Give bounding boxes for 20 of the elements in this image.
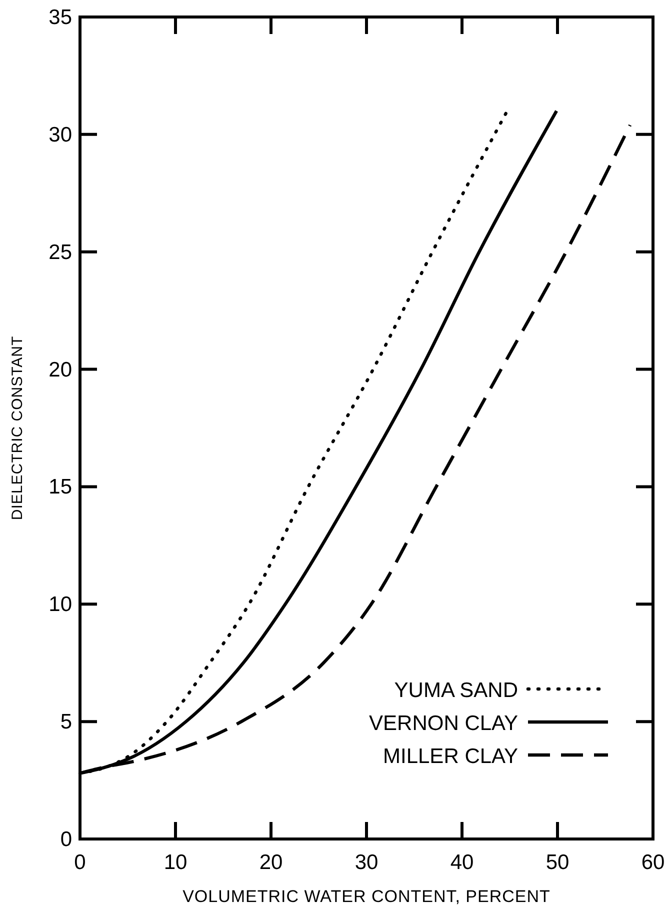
x-tick-label: 40	[450, 851, 474, 874]
x-tick-label: 30	[354, 851, 378, 874]
y-tick-label: 10	[48, 593, 72, 616]
x-tick-label: 50	[546, 851, 570, 874]
y-tick-label: 5	[60, 710, 72, 734]
x-tick-label: 20	[259, 851, 283, 874]
y-tick-label: 20	[48, 358, 72, 382]
y-tick-label: 35	[48, 6, 72, 29]
legend-label: MILLER CLAY	[383, 745, 518, 768]
x-tick-label: 10	[164, 851, 188, 874]
y-tick-label: 25	[48, 240, 72, 264]
x-tick-label: 60	[641, 851, 665, 874]
x-tick-label: 0	[74, 851, 86, 874]
y-axis-title: DIELECTRIC CONSTANT	[9, 336, 26, 520]
y-tick-label: 0	[60, 828, 72, 851]
x-axis-title: VOLUMETRIC WATER CONTENT, PERCENT	[182, 887, 550, 906]
legend-label: VERNON CLAY	[369, 712, 518, 735]
y-tick-label: 15	[48, 476, 72, 499]
legend-label: YUMA SAND	[394, 679, 518, 702]
y-tick-label: 30	[48, 123, 72, 146]
